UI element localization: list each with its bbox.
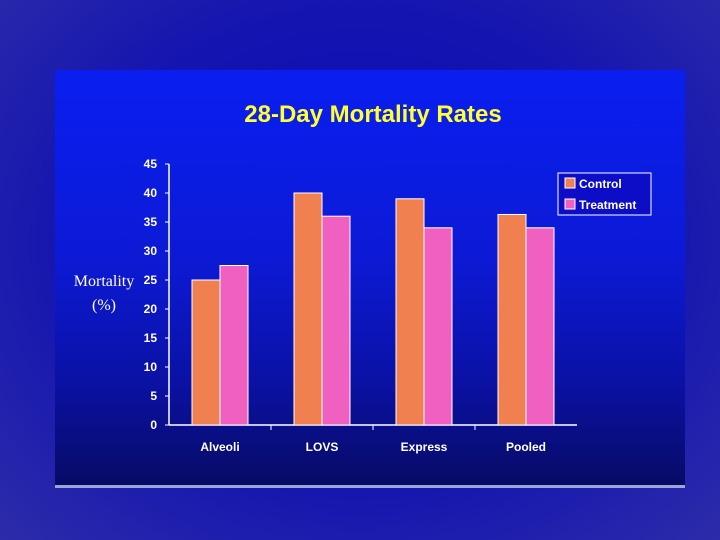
- y-tick-label: 5: [150, 389, 157, 403]
- y-ticks: 0 5 10 15 20 25 30 35 40 45: [144, 157, 169, 432]
- y-tick-label: 25: [144, 273, 158, 287]
- bars: [191, 192, 555, 426]
- bar-treatment-pooled: [525, 227, 555, 426]
- legend: Control Treatment: [557, 172, 652, 216]
- y-axis-label-line2: (%): [92, 297, 116, 314]
- bar-control-lovs: [293, 192, 323, 426]
- y-tick-label: 10: [144, 360, 158, 374]
- y-tick-label: 20: [144, 302, 158, 316]
- bar-control-alveoli: [191, 279, 221, 426]
- x-category-label: Pooled: [506, 440, 546, 454]
- y-axis-label-line1: Mortality: [74, 273, 134, 290]
- bar-control-pooled: [497, 213, 527, 426]
- mortality-chart: 28-Day Mortality Rates Mortality (%) 0 5 1…: [74, 101, 652, 454]
- y-tick-label: 0: [150, 418, 157, 432]
- x-category-label: Express: [401, 440, 448, 454]
- bar-treatment-alveoli: [219, 265, 249, 426]
- x-categories: Alveoli LOVS Express Pooled: [200, 425, 546, 454]
- chart-title: 28-Day Mortality Rates: [244, 101, 501, 128]
- y-tick-label: 15: [144, 331, 158, 345]
- slide-panel: 28-Day Mortality Rates Mortality (%) 0 5 1…: [55, 70, 685, 488]
- legend-label-control: Control: [579, 177, 622, 191]
- legend-swatch-treatment: [564, 198, 576, 210]
- x-category-label: LOVS: [306, 440, 339, 454]
- bar-control-express: [395, 198, 425, 426]
- y-tick-label: 45: [144, 157, 158, 171]
- legend-label-treatment: Treatment: [579, 198, 636, 212]
- bar-treatment-lovs: [321, 215, 351, 426]
- x-category-label: Alveoli: [200, 440, 239, 454]
- legend-swatch-control: [564, 177, 576, 189]
- bar-treatment-express: [423, 227, 453, 426]
- y-tick-label: 40: [144, 186, 158, 200]
- y-tick-label: 30: [144, 244, 158, 258]
- y-tick-label: 35: [144, 215, 158, 229]
